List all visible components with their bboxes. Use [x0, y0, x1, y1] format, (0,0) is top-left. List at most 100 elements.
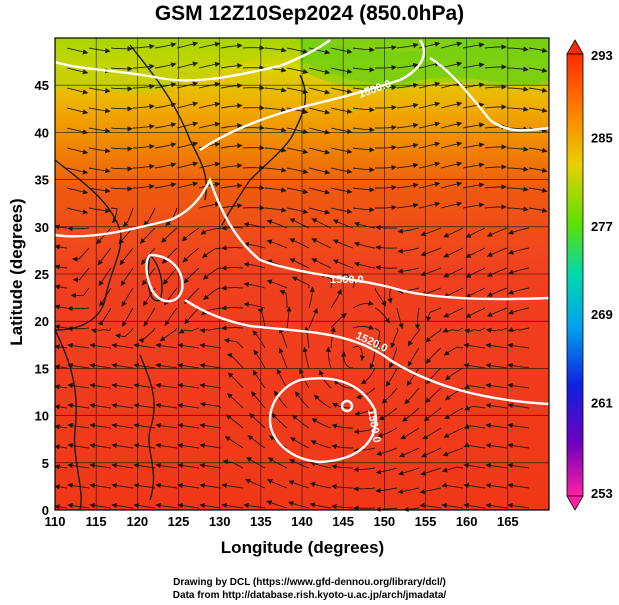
wind-vector: [110, 46, 133, 52]
wind-vector: [110, 186, 133, 192]
wind-vector: [396, 307, 404, 330]
wind-vector: [440, 201, 463, 209]
wind-vector: [375, 44, 397, 51]
wind-vector: [133, 402, 156, 409]
wind-vector: [243, 221, 266, 229]
credit-drawing: Drawing by DCL (https://www.gfd-dennou.o…: [173, 577, 446, 588]
wind-vector: [443, 247, 464, 258]
wind-vector: [375, 204, 397, 211]
wind-vector: [199, 362, 222, 369]
wind-vector: [463, 442, 486, 449]
wind-vector: [289, 238, 310, 249]
wind-vector: [465, 227, 486, 238]
wind-vector: [485, 462, 508, 469]
wind-vector: [54, 244, 68, 250]
wind-vector: [67, 402, 90, 409]
wind-vector: [332, 239, 354, 249]
wind-vector: [443, 307, 464, 318]
wind-vector: [132, 143, 155, 150]
wind-vector: [198, 101, 221, 109]
wind-vector: [278, 347, 288, 369]
wind-vector: [220, 203, 243, 209]
wind-vector: [440, 101, 463, 109]
wind-vector: [154, 142, 177, 149]
wind-vector: [507, 422, 530, 429]
wind-vector: [463, 362, 486, 369]
wind-vector: [133, 362, 156, 369]
wind-vector: [198, 161, 221, 169]
wind-vector: [220, 143, 243, 149]
wind-vector: [443, 287, 464, 298]
wind-vector: [486, 227, 508, 237]
wind-vector: [181, 227, 200, 242]
wind-vector: [485, 327, 508, 333]
y-axis-ticks: 0 5 10 15 20 25 30 35 40 45: [35, 78, 49, 518]
wind-vector: [396, 202, 419, 209]
wind-vector: [418, 81, 441, 89]
wind-vector: [463, 384, 486, 389]
wind-vector: [507, 402, 530, 409]
wind-vector: [462, 102, 485, 109]
wind-vector: [252, 330, 266, 349]
wind-vector: [183, 267, 200, 284]
wind-vector: [396, 142, 419, 149]
wind-vector: [353, 261, 376, 269]
wind-streamlines: [54, 41, 548, 513]
wind-vector: [507, 267, 530, 275]
wind-vector: [66, 167, 89, 175]
wind-vector: [325, 346, 332, 369]
wind-vector: [441, 466, 464, 473]
wind-vector: [330, 87, 353, 95]
wind-vector: [220, 83, 243, 89]
wind-vector: [310, 440, 332, 449]
wind-vector: [375, 467, 398, 475]
philippines-coast: [139, 354, 155, 501]
wind-vector: [353, 486, 376, 492]
wind-vector: [375, 264, 398, 271]
wind-vector: [425, 327, 442, 343]
wind-vector: [485, 422, 508, 429]
wind-vector: [110, 146, 133, 152]
contour-1500-north: [54, 39, 331, 82]
wind-vector: [133, 422, 156, 429]
wind-vector: [67, 225, 90, 232]
wind-vector: [266, 239, 288, 249]
wind-vector: [376, 447, 398, 456]
coastlines: [54, 44, 307, 511]
north-band: [55, 38, 300, 93]
wind-vector: [89, 342, 112, 349]
contour-label: 1500.0: [365, 408, 383, 443]
wind-vector: [132, 103, 155, 110]
colorbar-tick-label: 285: [591, 130, 613, 145]
contour-taiwan-high: [145, 253, 184, 303]
wind-vector: [419, 502, 442, 509]
wind-vector: [406, 367, 420, 387]
wind-vector: [66, 187, 89, 195]
wind-vector: [264, 107, 287, 113]
wind-vector: [54, 224, 68, 230]
wind-vector: [528, 147, 548, 153]
wind-vector: [266, 479, 288, 489]
wind-vector: [507, 342, 530, 349]
wind-vector: [308, 67, 331, 75]
wind-vector: [111, 402, 134, 409]
wind-vector: [352, 345, 366, 361]
contour-1520-south: [184, 299, 550, 406]
wind-vector: [420, 467, 442, 476]
wind-vector: [463, 462, 486, 469]
y-axis-label: Latitude (degrees): [7, 198, 26, 346]
wind-vector: [289, 218, 310, 229]
wind-vector: [133, 342, 156, 349]
wind-vector: [425, 307, 442, 322]
wind-vector: [330, 147, 353, 155]
wind-vector: [397, 227, 420, 234]
wind-vector: [177, 442, 200, 449]
wind-vector: [308, 307, 318, 329]
wind-vector: [507, 502, 530, 509]
wind-vector: [396, 62, 419, 69]
wind-vector: [176, 141, 199, 149]
wind-vector: [330, 313, 347, 329]
wind-vector: [221, 245, 244, 251]
wind-vector: [89, 382, 112, 389]
wind-vector: [88, 187, 111, 194]
